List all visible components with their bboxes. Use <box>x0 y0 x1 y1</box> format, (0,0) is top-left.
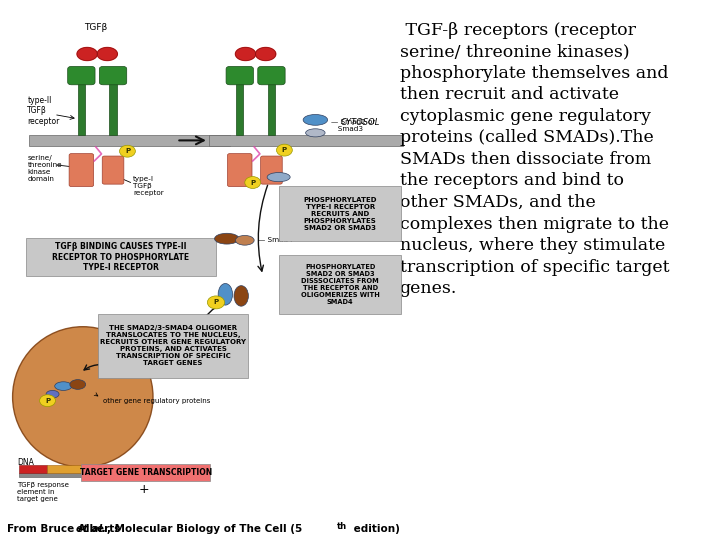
Circle shape <box>120 145 135 157</box>
Text: PHOSPHORYLATED
TYPE-I RECEPTOR
RECRUITS AND
PHOSPHORYLATES
SMAD2 OR SMAD3: PHOSPHORYLATED TYPE-I RECEPTOR RECRUITS … <box>303 197 377 231</box>
Ellipse shape <box>267 173 290 181</box>
Bar <box>209 135 403 146</box>
Text: From Bruce Alberts: From Bruce Alberts <box>7 523 125 534</box>
FancyBboxPatch shape <box>261 156 282 184</box>
FancyBboxPatch shape <box>68 66 95 85</box>
Text: th: th <box>337 522 347 531</box>
FancyBboxPatch shape <box>26 238 216 276</box>
Ellipse shape <box>235 235 254 245</box>
Text: TGFβ response
element in
target gene: TGFβ response element in target gene <box>17 482 69 502</box>
Text: — Smad2 or
   Smad3: — Smad2 or Smad3 <box>331 119 376 132</box>
FancyBboxPatch shape <box>279 255 401 314</box>
Text: serine/
threonine
kinase
domain: serine/ threonine kinase domain <box>27 155 62 182</box>
FancyBboxPatch shape <box>226 66 253 85</box>
FancyBboxPatch shape <box>69 153 94 186</box>
FancyBboxPatch shape <box>102 156 124 184</box>
Polygon shape <box>256 48 276 60</box>
Text: P: P <box>250 179 256 186</box>
Bar <box>109 81 117 135</box>
Text: TGFβ: TGFβ <box>84 23 107 32</box>
Text: , Molecular Biology of The Cell (5: , Molecular Biology of The Cell (5 <box>107 523 302 534</box>
Circle shape <box>245 177 261 188</box>
Ellipse shape <box>12 327 153 467</box>
Bar <box>268 81 275 135</box>
Circle shape <box>40 395 55 407</box>
FancyBboxPatch shape <box>98 314 248 378</box>
Text: THE SMAD2/3-SMAD4 OLIGOMER
TRANSLOCATES TO THE NUCLEUS,
RECRUITS OTHER GENE REGU: THE SMAD2/3-SMAD4 OLIGOMER TRANSLOCATES … <box>100 326 246 366</box>
Text: CYTOSOL: CYTOSOL <box>341 118 379 127</box>
Bar <box>236 81 243 135</box>
Bar <box>19 465 47 472</box>
Circle shape <box>276 144 292 156</box>
Text: TARGET GENE TRANSCRIPTION: TARGET GENE TRANSCRIPTION <box>80 468 212 477</box>
Ellipse shape <box>215 233 239 244</box>
Polygon shape <box>97 48 117 60</box>
Bar <box>19 472 207 477</box>
Bar <box>47 465 207 472</box>
Ellipse shape <box>234 286 248 306</box>
Text: P: P <box>125 148 130 154</box>
FancyBboxPatch shape <box>279 186 401 241</box>
Polygon shape <box>77 48 97 60</box>
Ellipse shape <box>55 382 72 390</box>
Text: edition): edition) <box>350 523 400 534</box>
Text: +: + <box>139 483 149 496</box>
Text: P: P <box>45 397 50 404</box>
Polygon shape <box>235 48 256 60</box>
Text: type-II
TGFβ
receptor: type-II TGFβ receptor <box>27 96 60 126</box>
Ellipse shape <box>303 114 328 125</box>
Text: PHOSPHORYLATED
SMAD2 OR SMAD3
DISSSOCIATES FROM
THE RECEPTOR AND
OLIGOMERIZES WI: PHOSPHORYLATED SMAD2 OR SMAD3 DISSSOCIAT… <box>301 265 379 305</box>
Bar <box>78 81 85 135</box>
Text: TGFβ BINDING CAUSES TYPE-II
RECEPTOR TO PHOSPHORYLATE
TYPE-I RECEPTOR: TGFβ BINDING CAUSES TYPE-II RECEPTOR TO … <box>53 242 189 272</box>
FancyBboxPatch shape <box>258 66 285 85</box>
Ellipse shape <box>218 284 233 305</box>
Text: other gene regulatory proteins: other gene regulatory proteins <box>103 397 210 404</box>
Ellipse shape <box>305 129 325 137</box>
Text: et al.: et al. <box>76 523 106 534</box>
Text: P: P <box>213 299 219 306</box>
Text: type-I
TGFβ
receptor: type-I TGFβ receptor <box>133 176 164 197</box>
Text: — Smad4: — Smad4 <box>258 237 292 244</box>
Text: TGF-β receptors (receptor
serine/ threonine kinases)
phosphorylate themselves an: TGF-β receptors (receptor serine/ threon… <box>400 22 669 297</box>
Circle shape <box>207 296 225 309</box>
FancyBboxPatch shape <box>228 153 252 186</box>
Text: P: P <box>282 147 287 153</box>
Ellipse shape <box>70 380 86 389</box>
FancyBboxPatch shape <box>99 66 127 85</box>
Text: DNA: DNA <box>17 458 34 467</box>
Bar <box>29 135 230 146</box>
FancyBboxPatch shape <box>81 464 210 481</box>
Ellipse shape <box>46 390 59 398</box>
